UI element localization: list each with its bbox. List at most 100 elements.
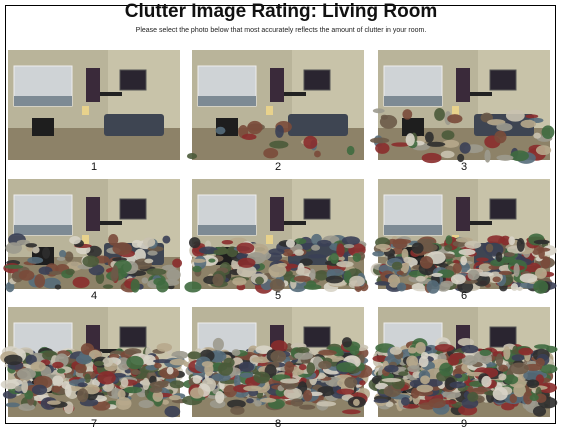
clutter <box>349 276 365 287</box>
clutter <box>536 145 551 155</box>
clutter <box>330 253 339 264</box>
clutter <box>52 362 63 369</box>
clutter <box>384 365 399 373</box>
photo[interactable] <box>371 179 557 294</box>
clutter <box>511 283 518 291</box>
clutter <box>49 271 62 275</box>
clutter <box>188 351 201 359</box>
photo[interactable] <box>8 50 180 160</box>
clutter <box>370 137 389 143</box>
clutter <box>212 274 223 287</box>
clutter <box>253 372 270 384</box>
clutter <box>542 125 555 139</box>
clutter <box>143 237 155 247</box>
clutter <box>311 245 320 251</box>
clutter <box>445 235 452 244</box>
clutter <box>406 133 415 146</box>
clutter <box>192 266 201 273</box>
clutter <box>353 253 362 262</box>
clutter <box>147 250 157 255</box>
clutter <box>317 240 332 247</box>
clutter <box>103 284 113 288</box>
clutter <box>306 362 315 374</box>
clutter <box>494 131 506 144</box>
photo[interactable] <box>369 307 558 417</box>
clutter <box>534 344 550 349</box>
clutter <box>459 249 476 255</box>
clutter <box>425 132 434 143</box>
clutter <box>57 368 65 373</box>
lamp <box>266 235 273 244</box>
sofa <box>288 114 348 136</box>
clutter <box>132 240 142 248</box>
clutter <box>318 350 337 356</box>
photo[interactable] <box>187 50 364 160</box>
clutter <box>192 259 206 263</box>
clutter <box>509 363 528 375</box>
tv <box>32 118 54 136</box>
clutter <box>275 125 284 138</box>
clutter <box>533 406 546 417</box>
lamp <box>266 106 273 115</box>
clutter <box>184 281 201 292</box>
clutter <box>263 148 278 158</box>
clutter <box>57 257 66 261</box>
painting <box>270 68 284 102</box>
clutter <box>454 374 462 379</box>
lamp <box>452 106 459 115</box>
clutter <box>299 364 307 370</box>
clutter <box>232 349 241 356</box>
clutter <box>372 251 384 256</box>
clutter <box>242 134 257 140</box>
picture <box>490 70 516 90</box>
clutter <box>215 127 225 135</box>
clutter <box>392 239 407 249</box>
clutter <box>47 400 61 405</box>
clutter <box>59 250 66 258</box>
photo[interactable] <box>184 179 368 294</box>
clutter <box>139 400 154 408</box>
clutter <box>247 121 262 134</box>
window-sill <box>14 225 72 235</box>
clutter <box>112 265 118 278</box>
clutter <box>102 357 113 367</box>
clutter <box>27 257 43 264</box>
clutter <box>480 349 491 356</box>
photo-label: 9 <box>461 418 467 428</box>
clutter <box>431 273 442 277</box>
clutter <box>142 277 149 283</box>
clutter <box>518 348 533 356</box>
clutter <box>533 280 548 294</box>
clutter <box>435 344 454 352</box>
clutter <box>131 370 141 375</box>
clutter <box>232 277 246 285</box>
photo[interactable] <box>182 307 372 417</box>
photo[interactable] <box>3 179 182 293</box>
clutter <box>25 243 37 247</box>
clutter <box>131 279 140 293</box>
clutter <box>157 343 172 352</box>
clutter <box>21 380 28 393</box>
clutter <box>269 141 288 149</box>
clutter <box>126 356 143 370</box>
clutter <box>467 386 473 392</box>
clutter <box>154 363 162 369</box>
clutter <box>496 123 512 131</box>
clutter <box>416 385 433 393</box>
clutter <box>373 108 385 113</box>
photo[interactable] <box>370 50 554 164</box>
clutter <box>375 281 390 285</box>
clutter <box>520 273 538 282</box>
shelf <box>284 221 306 225</box>
clutter <box>484 150 490 163</box>
clutter <box>268 264 286 277</box>
clutter <box>239 362 254 372</box>
clutter <box>170 380 185 388</box>
photo[interactable] <box>0 307 188 417</box>
clutter <box>314 151 321 158</box>
clutter <box>149 387 162 393</box>
sofa <box>104 114 164 136</box>
painting <box>456 68 470 102</box>
clutter <box>6 402 20 407</box>
clutter <box>4 265 23 269</box>
